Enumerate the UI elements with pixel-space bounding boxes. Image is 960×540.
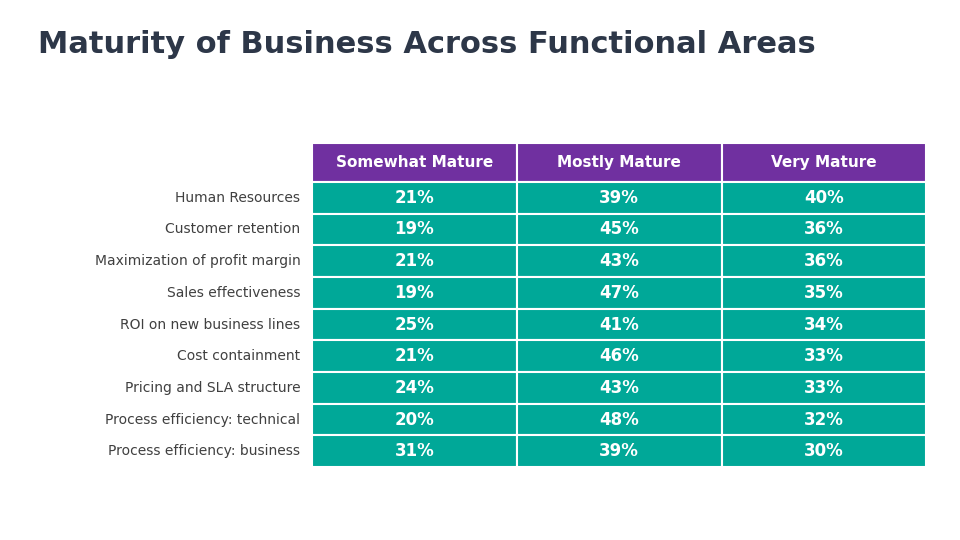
Text: 36%: 36% xyxy=(804,220,844,239)
Text: 21%: 21% xyxy=(395,252,434,270)
Text: 31%: 31% xyxy=(395,442,434,460)
Text: 30%: 30% xyxy=(804,442,844,460)
Text: Sales effectiveness: Sales effectiveness xyxy=(167,286,300,300)
Text: 21%: 21% xyxy=(395,189,434,207)
Text: ROI on new business lines: ROI on new business lines xyxy=(120,318,300,332)
Text: 41%: 41% xyxy=(599,315,639,334)
Text: 21%: 21% xyxy=(395,347,434,365)
Text: 40%: 40% xyxy=(804,189,844,207)
Text: 20%: 20% xyxy=(395,410,434,429)
Text: 19%: 19% xyxy=(395,220,434,239)
Text: Human Resources: Human Resources xyxy=(176,191,300,205)
Text: Customer retention: Customer retention xyxy=(165,222,300,237)
Text: 47%: 47% xyxy=(599,284,639,302)
Text: 33%: 33% xyxy=(804,379,844,397)
Text: Cost containment: Cost containment xyxy=(178,349,300,363)
Text: 34%: 34% xyxy=(804,315,844,334)
Text: 33%: 33% xyxy=(804,347,844,365)
Text: 35%: 35% xyxy=(804,284,844,302)
Text: 39%: 39% xyxy=(599,189,639,207)
Text: Process efficiency: business: Process efficiency: business xyxy=(108,444,300,458)
Text: 45%: 45% xyxy=(599,220,639,239)
Text: Somewhat Mature: Somewhat Mature xyxy=(336,155,493,170)
Text: 43%: 43% xyxy=(599,379,639,397)
Text: 46%: 46% xyxy=(599,347,639,365)
Text: 39%: 39% xyxy=(599,442,639,460)
Text: Maturity of Business Across Functional Areas: Maturity of Business Across Functional A… xyxy=(38,30,816,59)
Text: Pricing and SLA structure: Pricing and SLA structure xyxy=(125,381,300,395)
Text: 43%: 43% xyxy=(599,252,639,270)
Text: 24%: 24% xyxy=(395,379,434,397)
Text: 25%: 25% xyxy=(395,315,434,334)
Text: 32%: 32% xyxy=(804,410,844,429)
Text: Process efficiency: technical: Process efficiency: technical xyxy=(106,413,300,427)
Text: Very Mature: Very Mature xyxy=(771,155,876,170)
Text: 19%: 19% xyxy=(395,284,434,302)
Text: Mostly Mature: Mostly Mature xyxy=(557,155,682,170)
Text: 48%: 48% xyxy=(599,410,639,429)
Text: 36%: 36% xyxy=(804,252,844,270)
Text: Maximization of profit margin: Maximization of profit margin xyxy=(95,254,300,268)
